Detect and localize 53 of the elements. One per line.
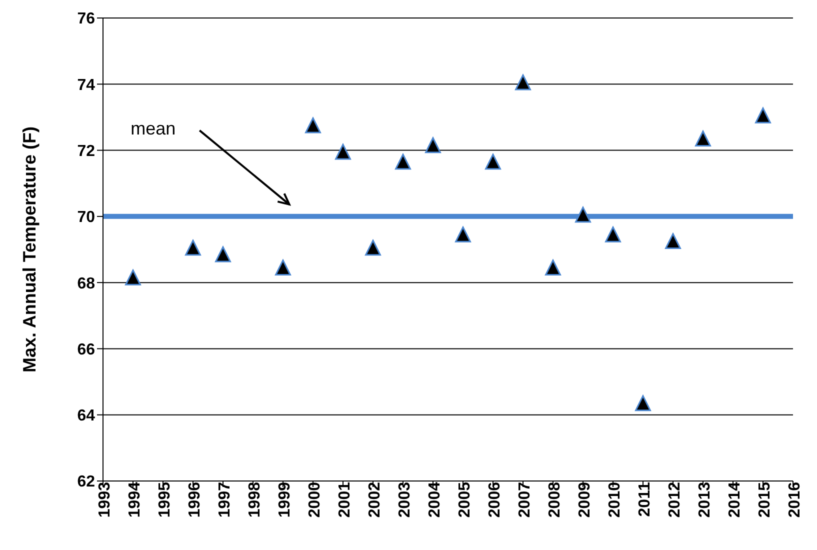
y-tick-label: 72 bbox=[77, 142, 96, 160]
y-tick-label: 66 bbox=[77, 341, 96, 358]
y-axis-title: Max. Annual Temperature (F) bbox=[19, 126, 40, 373]
point bbox=[515, 74, 531, 90]
y-tick-label: 62 bbox=[77, 474, 96, 491]
x-tick-label: 2016 bbox=[786, 482, 804, 518]
x-tick-label: 2013 bbox=[696, 482, 714, 518]
x-tick-label: 2002 bbox=[366, 482, 384, 518]
annotation: mean bbox=[130, 118, 176, 138]
point bbox=[665, 233, 681, 250]
x-tick-label: 1995 bbox=[156, 482, 174, 518]
y-tick-label: 74 bbox=[77, 76, 96, 94]
x-tick-label: 2009 bbox=[576, 482, 594, 518]
y-tick-label: 70 bbox=[77, 209, 96, 226]
x-tick-label: 2003 bbox=[396, 482, 414, 518]
x-tick-label: 2010 bbox=[606, 482, 624, 518]
x-tick-label: 2000 bbox=[306, 482, 324, 518]
x-tick-label: 2005 bbox=[456, 482, 474, 518]
y-tick-label: 64 bbox=[77, 408, 96, 425]
x-tick-label: 2001 bbox=[336, 482, 354, 518]
x-tick-label: 2006 bbox=[486, 482, 504, 518]
x-tick-label: 2012 bbox=[666, 482, 684, 518]
x-tick-label: 2004 bbox=[426, 482, 444, 518]
x-tick-label: 2007 bbox=[516, 482, 534, 518]
point bbox=[395, 154, 411, 170]
y-tick-label: 76 bbox=[77, 10, 96, 28]
point bbox=[215, 246, 231, 262]
point bbox=[275, 260, 291, 276]
point bbox=[575, 206, 591, 223]
point bbox=[305, 117, 321, 134]
x-tick-label: 1999 bbox=[276, 482, 294, 518]
point bbox=[695, 130, 711, 147]
x-tick-label: 2008 bbox=[546, 482, 564, 518]
x-tick-label: 1994 bbox=[126, 482, 144, 518]
point bbox=[545, 260, 561, 276]
point bbox=[755, 107, 771, 124]
x-tick-label: 1996 bbox=[186, 482, 204, 518]
point bbox=[425, 137, 441, 154]
x-tick-label: 2014 bbox=[726, 482, 744, 518]
x-tick-label: 2015 bbox=[756, 482, 774, 518]
x-tick-label: 1997 bbox=[216, 482, 234, 518]
point bbox=[605, 226, 621, 242]
y-tick-label: 68 bbox=[77, 275, 96, 292]
point bbox=[635, 395, 651, 412]
point bbox=[335, 144, 351, 160]
point bbox=[185, 240, 201, 256]
x-tick-label: 2011 bbox=[636, 482, 654, 517]
point bbox=[455, 226, 471, 242]
point bbox=[485, 154, 501, 170]
x-tick-label: 1993 bbox=[96, 482, 114, 518]
x-tick-label: 1998 bbox=[246, 482, 264, 518]
point bbox=[365, 240, 381, 256]
point bbox=[125, 270, 141, 286]
